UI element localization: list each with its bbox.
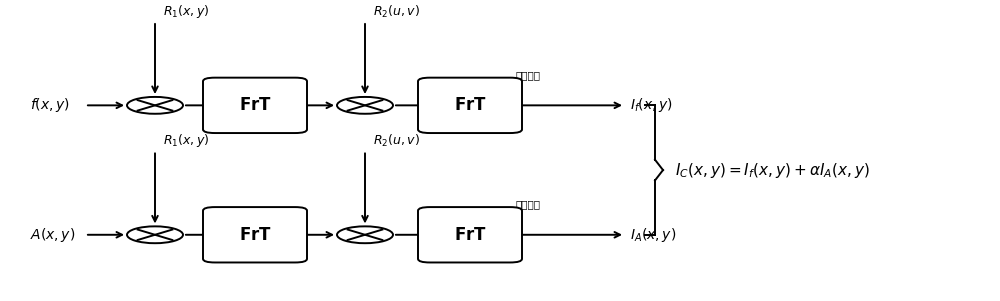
Text: $\mathbf{FrT}$: $\mathbf{FrT}$ — [239, 96, 271, 114]
Text: 记录光强: 记录光强 — [515, 199, 540, 209]
Text: $\mathbf{FrT}$: $\mathbf{FrT}$ — [454, 96, 486, 114]
Text: $\mathbf{FrT}$: $\mathbf{FrT}$ — [239, 226, 271, 244]
FancyBboxPatch shape — [418, 78, 522, 133]
Text: $f(x,y)$: $f(x,y)$ — [30, 96, 70, 114]
Text: $R_1(x,y)$: $R_1(x,y)$ — [163, 3, 209, 20]
Text: $I_C(x,y) = I_f(x,y) + \alpha I_A(x,y)$: $I_C(x,y) = I_f(x,y) + \alpha I_A(x,y)$ — [675, 160, 870, 180]
Text: $R_2(u,v)$: $R_2(u,v)$ — [373, 4, 420, 20]
Text: $I_A(x,y)$: $I_A(x,y)$ — [630, 226, 676, 244]
Text: $\mathbf{FrT}$: $\mathbf{FrT}$ — [454, 226, 486, 244]
FancyBboxPatch shape — [203, 207, 307, 262]
Text: $A(x,y)$: $A(x,y)$ — [30, 226, 75, 244]
Text: $R_2(u,v)$: $R_2(u,v)$ — [373, 133, 420, 149]
Text: 记录光强: 记录光强 — [515, 70, 540, 80]
Text: $I_f(x,y)$: $I_f(x,y)$ — [630, 96, 673, 114]
FancyBboxPatch shape — [418, 207, 522, 262]
FancyBboxPatch shape — [203, 78, 307, 133]
Text: $R_1(x,y)$: $R_1(x,y)$ — [163, 132, 209, 149]
